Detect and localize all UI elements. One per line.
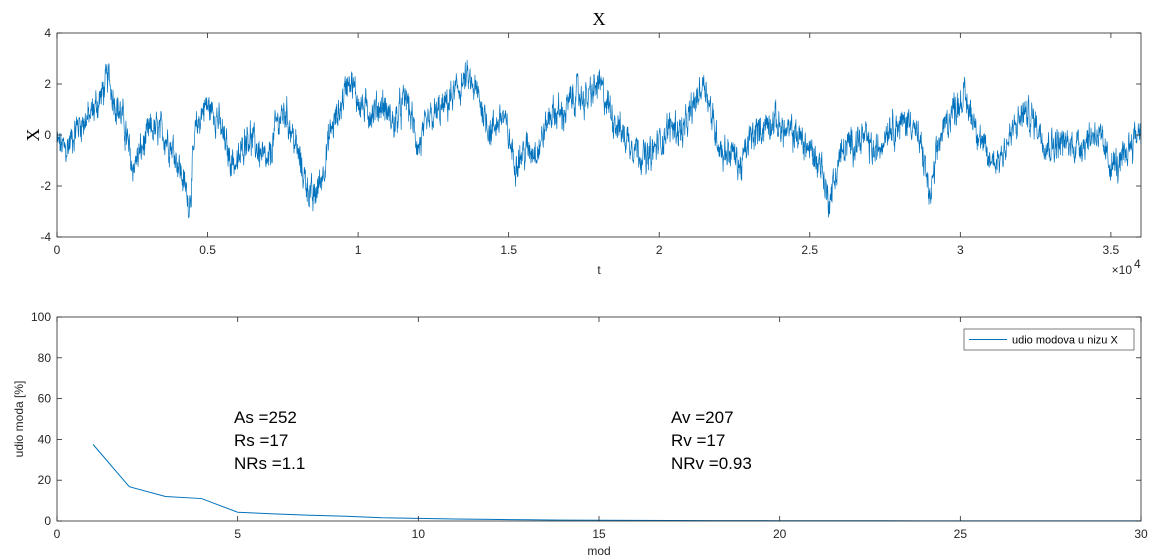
- top-series-group: [56, 59, 1142, 219]
- annotation-nrv: NRv =0.93: [671, 454, 752, 473]
- top-x-tick-label: 0: [54, 243, 61, 257]
- bottom-x-tick-label: 30: [1134, 527, 1148, 541]
- bottom-x-ticks: 0 5 10 15 20 25 30: [54, 317, 1148, 541]
- top-y-tick-label: 4: [44, 26, 51, 40]
- top-x-tick-label: 3: [957, 243, 964, 257]
- top-x-tick-label: 3.5: [1103, 243, 1120, 257]
- top-x-ticks: 0 0.5 1 1.5 2 2.5 3 3.5: [54, 33, 1120, 257]
- bottom-x-tick-label: 15: [592, 527, 606, 541]
- bottom-y-ticks: 0 20 40 60 80 100: [31, 310, 1141, 528]
- top-y-tick-label: -4: [40, 230, 51, 244]
- bottom-x-tick-label: 20: [773, 527, 787, 541]
- annotation-rs: Rs =17: [234, 431, 288, 450]
- bottom-y-tick-label: 0: [44, 514, 51, 528]
- top-y-tick-label: 2: [44, 77, 51, 91]
- bottom-x-tick-label: 5: [234, 527, 241, 541]
- top-axes: X 0 0.5 1 1.5 2 2.5 3 3.5 -4 -2 0 2 4 t X ×10 4: [23, 9, 1142, 277]
- top-y-tick-label: 0: [44, 128, 51, 142]
- bottom-y-tick-label: 100: [31, 310, 51, 324]
- bottom-y-tick-label: 40: [38, 432, 52, 446]
- top-x-tick-label: 1: [355, 243, 362, 257]
- bottom-x-axis-label: mod: [587, 544, 610, 558]
- top-x-tick-label: 1.5: [500, 243, 517, 257]
- top-y-axis-label: X: [23, 129, 43, 142]
- top-y-tick-label: -2: [40, 179, 51, 193]
- top-y-ticks: -4 -2 0 2 4: [40, 26, 1141, 244]
- bottom-x-tick-label: 10: [412, 527, 426, 541]
- bottom-y-tick-label: 80: [38, 351, 52, 365]
- bottom-y-tick-label: 60: [38, 392, 52, 406]
- annotation-as: As =252: [234, 408, 297, 427]
- bottom-axes: 0 5 10 15 20 25 30 0 20 40 60 80 100 mod udio moda …: [12, 310, 1148, 558]
- top-x-tick-label: 2.5: [801, 243, 818, 257]
- annotation-rv: Rv =17: [671, 431, 725, 450]
- bottom-y-axis-label: udio moda [%]: [12, 381, 26, 458]
- legend-entry-label: udio modova u nizu X: [1012, 335, 1118, 347]
- bottom-x-tick-label: 0: [54, 527, 61, 541]
- top-x-tick-label: 0.5: [199, 243, 216, 257]
- legend-box: [963, 328, 1135, 351]
- annotation-nrs: NRs =1.1: [234, 454, 305, 473]
- top-x-exponent-base: ×10: [1112, 263, 1133, 277]
- bottom-y-tick-label: 20: [38, 473, 52, 487]
- top-series-line: [56, 59, 1142, 219]
- top-x-axis-label: t: [597, 263, 601, 277]
- top-x-exponent-power: 4: [1134, 257, 1141, 271]
- bottom-x-tick-label: 25: [954, 527, 968, 541]
- top-x-tick-label: 2: [656, 243, 663, 257]
- top-chart-title: X: [593, 9, 606, 29]
- annotation-av: Av =207: [671, 408, 734, 427]
- legend: udio modova u nizu X: [963, 328, 1135, 351]
